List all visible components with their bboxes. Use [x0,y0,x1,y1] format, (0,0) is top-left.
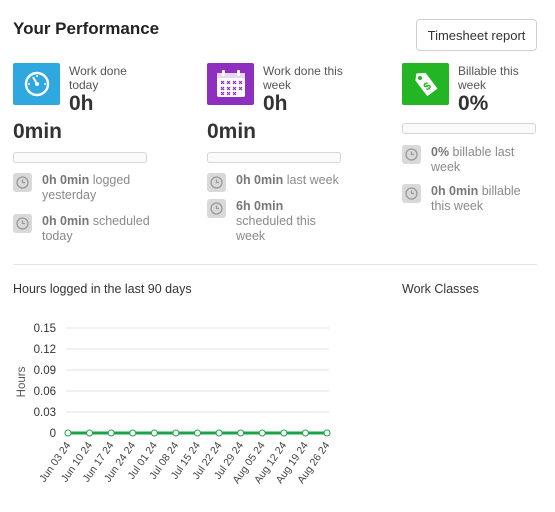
y-tick-label: 0.15 [34,323,56,335]
data-point [86,429,94,437]
stat-value: 0% [431,145,450,159]
stat-text: billable last week [431,145,515,174]
clock-icon [402,184,421,203]
data-point [129,429,137,437]
stat-value: 0h 0min [42,214,90,228]
data-point [150,429,158,437]
work-today-minutes: 0min [13,120,63,143]
clock-icon [402,145,421,164]
stat-value: 0h 0min [42,173,90,187]
data-point [323,429,331,437]
stat-text: last week [283,173,339,187]
data-point [301,429,309,437]
billable-label: Billable this week [458,64,519,92]
clock-icon [207,199,226,218]
data-point [107,429,115,437]
stat-value: 6h 0min [236,199,284,213]
work-week-hours: 0h [263,92,288,115]
work-week-label: Work done this week [263,64,343,92]
price-tag-icon-box: $ [402,63,449,105]
billable-percent: 0% [458,92,489,115]
y-tick-label: 0.06 [34,386,56,398]
clock-icon [207,173,226,192]
calendar-icon-box [207,63,254,105]
clock-icon [13,173,32,192]
data-point [194,429,201,437]
section-divider [13,264,537,265]
data-point [215,429,223,437]
data-point [258,429,266,437]
y-tick-label: 0.09 [34,365,56,377]
billable-progress-bar [402,123,536,134]
timesheet-report-button[interactable]: Timesheet report [416,19,537,51]
y-tick-label: 0.03 [34,407,56,419]
work-classes-title: Work Classes [402,282,479,296]
work-today-label: Work done today [69,64,127,92]
stat-text: scheduled this week [236,214,316,243]
gauge-icon-box [13,63,60,105]
hours-chart-title: Hours logged in the last 90 days [13,282,192,296]
billable-card: $ Billable this week 0% 0% billable last… [402,63,542,223]
y-tick-label: 0.12 [34,344,56,356]
gauge-icon [24,71,49,97]
data-point [64,429,72,437]
stat-value: 0h 0min [236,173,284,187]
work-today-card: Work done today 0h 0min 0h 0min logged y… [13,63,193,253]
data-point [172,429,180,437]
stat-text: billable this week [431,184,521,213]
calendar-icon [216,70,245,97]
work-week-card: Work done this week 0h 0min 0h 0min last… [207,63,387,253]
price-tag-icon: $ [414,72,437,97]
clock-icon [13,214,32,233]
page-title: Your Performance [13,19,160,38]
work-week-progress-bar [207,152,341,163]
work-today-hours: 0h [69,92,94,115]
stat-text: scheduled today [42,214,150,243]
stat-text: logged yesterday [42,173,131,202]
y-tick-label: 0 [50,428,56,440]
work-week-minutes: 0min [207,120,257,143]
data-point [237,429,245,437]
stat-value: 0h 0min [431,184,479,198]
work-today-progress-bar [13,152,147,163]
data-point [280,429,288,437]
y-axis-label: Hours [16,366,28,397]
